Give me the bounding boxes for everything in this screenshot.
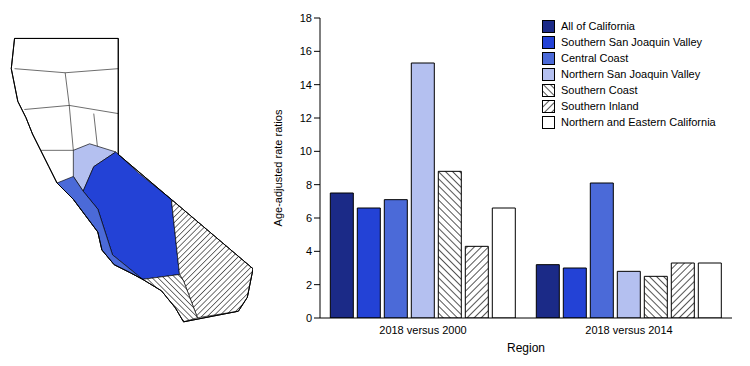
svg-text:2018 versus 2000: 2018 versus 2000: [379, 324, 466, 336]
html-text:Central Coast: Central Coast: [561, 52, 629, 64]
html-text:Southern Inland: Southern Inland: [561, 100, 639, 112]
html-text:Northern San Joaquin Valley: Northern San Joaquin Valley: [561, 68, 701, 80]
svg-text:14: 14: [300, 79, 312, 91]
svg-text:6: 6: [306, 212, 312, 224]
svg-text:Age-adjusted rate ratios: Age-adjusted rate ratios: [272, 109, 284, 226]
svg-text:2: 2: [306, 279, 312, 291]
svg-text:10: 10: [300, 145, 312, 157]
svg-text:2018 versus 2014: 2018 versus 2014: [585, 324, 672, 336]
svg-text:18: 18: [300, 12, 312, 24]
svg-text:0: 0: [306, 312, 312, 324]
svg-text:16: 16: [300, 45, 312, 57]
svg-text:4: 4: [306, 245, 312, 257]
svg-text:8: 8: [306, 179, 312, 191]
svg-text:12: 12: [300, 112, 312, 124]
html-text:All of California: All of California: [561, 20, 635, 32]
html-text:Northern and Eastern Californi: Northern and Eastern California: [561, 116, 716, 128]
html-text:Southern San Joaquin Valley: Southern San Joaquin Valley: [561, 36, 703, 48]
svg-text:Region: Region: [507, 341, 545, 355]
html-text:Southern Coast: Southern Coast: [561, 84, 638, 96]
